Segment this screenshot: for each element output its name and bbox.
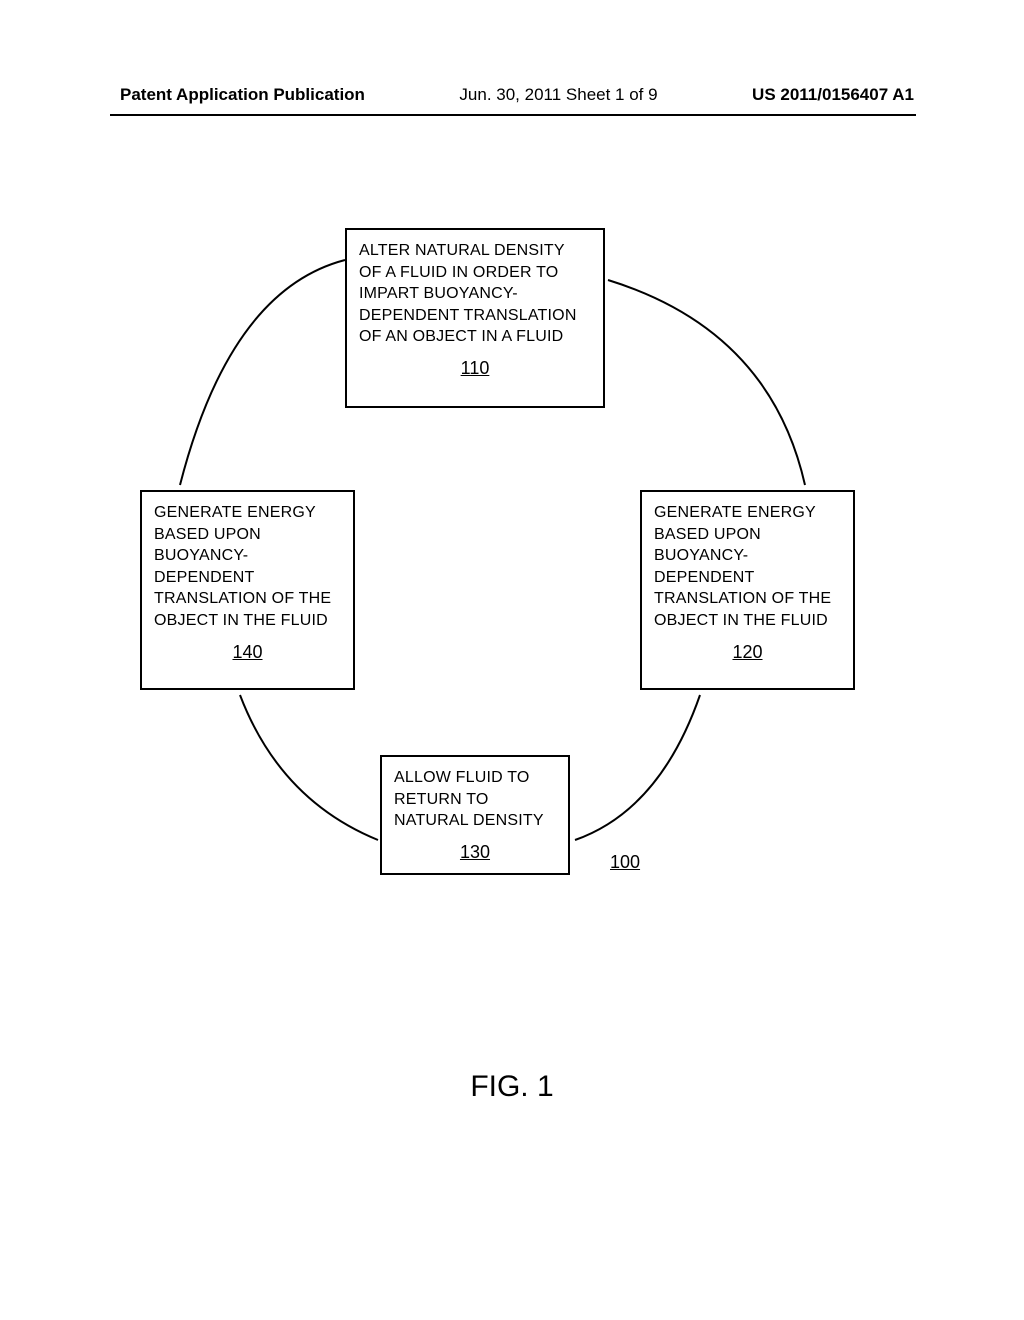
arc-top-right [608,280,805,485]
page-header: Patent Application Publication Jun. 30, … [0,85,1024,105]
step-110-num: 110 [359,358,591,379]
arc-bottom-left [240,695,378,840]
step-110-box: ALTER NATURAL DENSITY OF A FLUID IN ORDE… [345,228,605,408]
arc-right-bottom [575,695,700,840]
step-120-num: 120 [654,642,841,663]
step-140-box: GENERATE ENERGY BASED UPON BUOYANCY-DEPE… [140,490,355,690]
header-left: Patent Application Publication [120,85,365,105]
header-rule [110,114,916,116]
figure-caption: FIG. 1 [0,1070,1024,1104]
arc-top-left [180,260,345,485]
step-120-box: GENERATE ENERGY BASED UPON BUOYANCY-DEPE… [640,490,855,690]
header-mid: Jun. 30, 2011 Sheet 1 of 9 [459,85,657,105]
step-130-box: ALLOW FLUID TO RETURN TO NATURAL DENSITY… [380,755,570,875]
header-right: US 2011/0156407 A1 [752,85,914,105]
step-140-num: 140 [154,642,341,663]
step-110-text: ALTER NATURAL DENSITY OF A FLUID IN ORDE… [359,240,591,348]
cycle-label-100: 100 [610,852,640,873]
step-140-text: GENERATE ENERGY BASED UPON BUOYANCY-DEPE… [154,502,341,632]
step-130-text: ALLOW FLUID TO RETURN TO NATURAL DENSITY [394,767,556,832]
step-120-text: GENERATE ENERGY BASED UPON BUOYANCY-DEPE… [654,502,841,632]
step-130-num: 130 [394,842,556,863]
flow-cycle-diagram: ALTER NATURAL DENSITY OF A FLUID IN ORDE… [0,200,1024,1000]
